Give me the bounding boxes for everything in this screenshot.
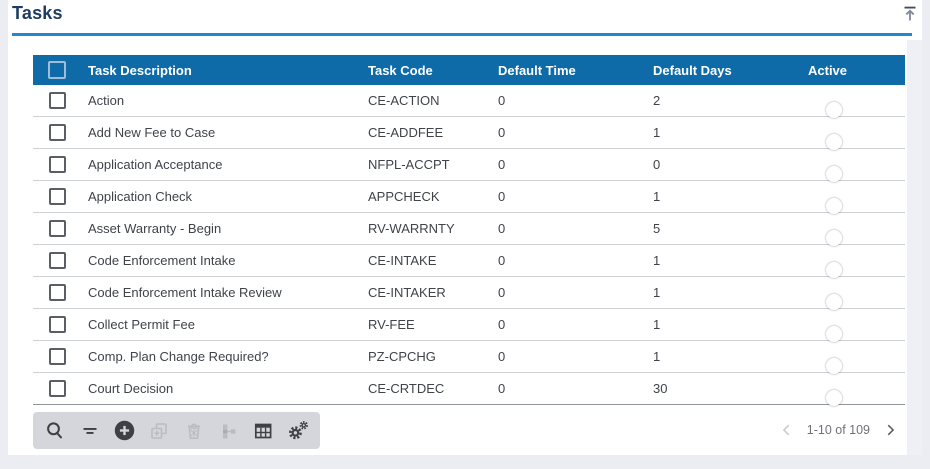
row-checkbox[interactable] [48,124,66,141]
task-code-cell: APPCHECK [368,189,440,204]
filter-icon[interactable] [78,419,102,443]
page-bottom-margin [0,455,930,469]
default-days-cell: 1 [653,189,661,204]
default-time-cell: 0 [498,125,506,140]
row-checkbox[interactable] [48,348,66,365]
default-time-cell: 0 [498,349,506,364]
task-description-cell: Application Acceptance [88,157,223,172]
task-code-cell: CE-ADDFEE [368,125,444,140]
toggle-knob [826,325,842,342]
toggle-knob [826,389,842,406]
task-description-cell: Court Decision [88,381,174,396]
toggle-knob [826,357,842,374]
settings-gears-icon[interactable] [286,419,310,443]
toggle-knob [826,229,842,246]
tasks-panel: Tasks Task Description Task Code Default… [8,0,922,455]
task-code-cell: NFPL-ACCPT [368,157,450,172]
default-time-cell: 0 [498,221,506,236]
default-days-cell: 1 [653,125,661,140]
task-description-cell: Code Enforcement Intake Review [88,285,282,300]
default-time-cell: 0 [498,189,506,204]
row-checkbox[interactable] [48,316,66,333]
default-time-cell: 0 [498,285,506,300]
table-row[interactable]: Comp. Plan Change Required? PZ-CPCHG 0 1 [33,341,905,374]
default-time-cell: 0 [498,253,506,268]
default-days-cell: 0 [653,157,661,172]
hierarchy-icon [217,419,241,443]
task-description-cell: Action [88,93,125,108]
row-checkbox[interactable] [48,156,66,173]
toggle-knob [826,165,842,182]
row-checkbox[interactable] [48,380,66,397]
collapse-to-top-icon[interactable] [899,3,921,25]
collapse-to-top-glyph [904,6,916,21]
task-code-cell: CE-INTAKER [368,285,446,300]
task-code-cell: RV-FEE [368,317,415,332]
row-checkbox[interactable] [48,220,66,237]
column-header-task-description[interactable]: Task Description [88,62,192,78]
row-checkbox[interactable] [48,188,66,205]
default-days-cell: 1 [653,349,661,364]
pagination-label: 1-10 of 109 [806,423,870,437]
scrollbar-track [907,40,922,455]
task-code-cell: CE-ACTION [368,93,440,108]
task-description-cell: Code Enforcement Intake [88,253,236,268]
table-row[interactable]: Collect Permit Fee RV-FEE 0 1 [33,309,905,342]
task-description-cell: Asset Warranty - Begin [88,221,222,236]
task-description-cell: Collect Permit Fee [88,317,195,332]
task-code-cell: CE-CRTDEC [368,381,445,396]
select-all-checkbox[interactable] [48,61,66,79]
default-time-cell: 0 [498,157,506,172]
default-days-cell: 5 [653,221,661,236]
column-header-default-time[interactable]: Default Time [498,62,576,78]
table-columns-icon[interactable] [251,419,275,443]
table-toolbar [33,412,320,449]
task-code-cell: PZ-CPCHG [368,349,436,364]
toggle-knob [826,261,842,278]
task-description-cell: Comp. Plan Change Required? [88,349,269,364]
column-header-task-code[interactable]: Task Code [368,62,433,78]
toggle-knob [826,101,842,118]
add-icon[interactable] [112,419,136,443]
default-days-cell: 1 [653,253,661,268]
default-days-cell: 1 [653,317,661,332]
toggle-knob [826,133,842,150]
table-row[interactable]: Court Decision CE-CRTDEC 0 30 [33,373,905,406]
table-row[interactable]: Asset Warranty - Begin RV-WARRNTY 0 5 [33,213,905,246]
task-code-cell: CE-INTAKE [368,253,437,268]
default-time-cell: 0 [498,381,506,396]
column-header-active[interactable]: Active [808,62,848,78]
table-row[interactable]: Add New Fee to Case CE-ADDFEE 0 1 [33,117,905,150]
next-page-icon[interactable] [882,422,898,438]
default-time-cell: 0 [498,93,506,108]
column-header-default-days[interactable]: Default Days [653,62,732,78]
default-days-cell: 1 [653,285,661,300]
table-row[interactable]: Code Enforcement Intake Review CE-INTAKE… [33,277,905,310]
table-row[interactable]: Application Check APPCHECK 0 1 [33,181,905,214]
task-code-cell: RV-WARRNTY [368,221,455,236]
default-days-cell: 30 [653,381,668,396]
tasks-table: Task Description Task Code Default Time … [33,55,905,406]
toggle-knob [826,197,842,214]
table-body: Action CE-ACTION 0 2 Add New Fee to Case… [33,85,905,406]
task-description-cell: Application Check [88,189,193,204]
pagination: 1-10 of 109 [779,416,898,444]
delete-icon [182,419,206,443]
row-checkbox[interactable] [48,252,66,269]
table-header-row: Task Description Task Code Default Time … [33,55,905,85]
row-checkbox[interactable] [48,284,66,301]
search-icon[interactable] [43,419,67,443]
page-title: Tasks [12,3,63,23]
row-checkbox[interactable] [48,92,66,109]
table-row[interactable]: Application Acceptance NFPL-ACCPT 0 0 [33,149,905,182]
copy-icon [147,419,171,443]
default-days-cell: 2 [653,93,661,108]
previous-page-icon[interactable] [779,422,795,438]
title-accent-line [12,33,912,36]
table-row[interactable]: Code Enforcement Intake CE-INTAKE 0 1 [33,245,905,278]
task-description-cell: Add New Fee to Case [88,125,216,140]
default-time-cell: 0 [498,317,506,332]
toggle-knob [826,293,842,310]
table-row[interactable]: Action CE-ACTION 0 2 [33,85,905,118]
